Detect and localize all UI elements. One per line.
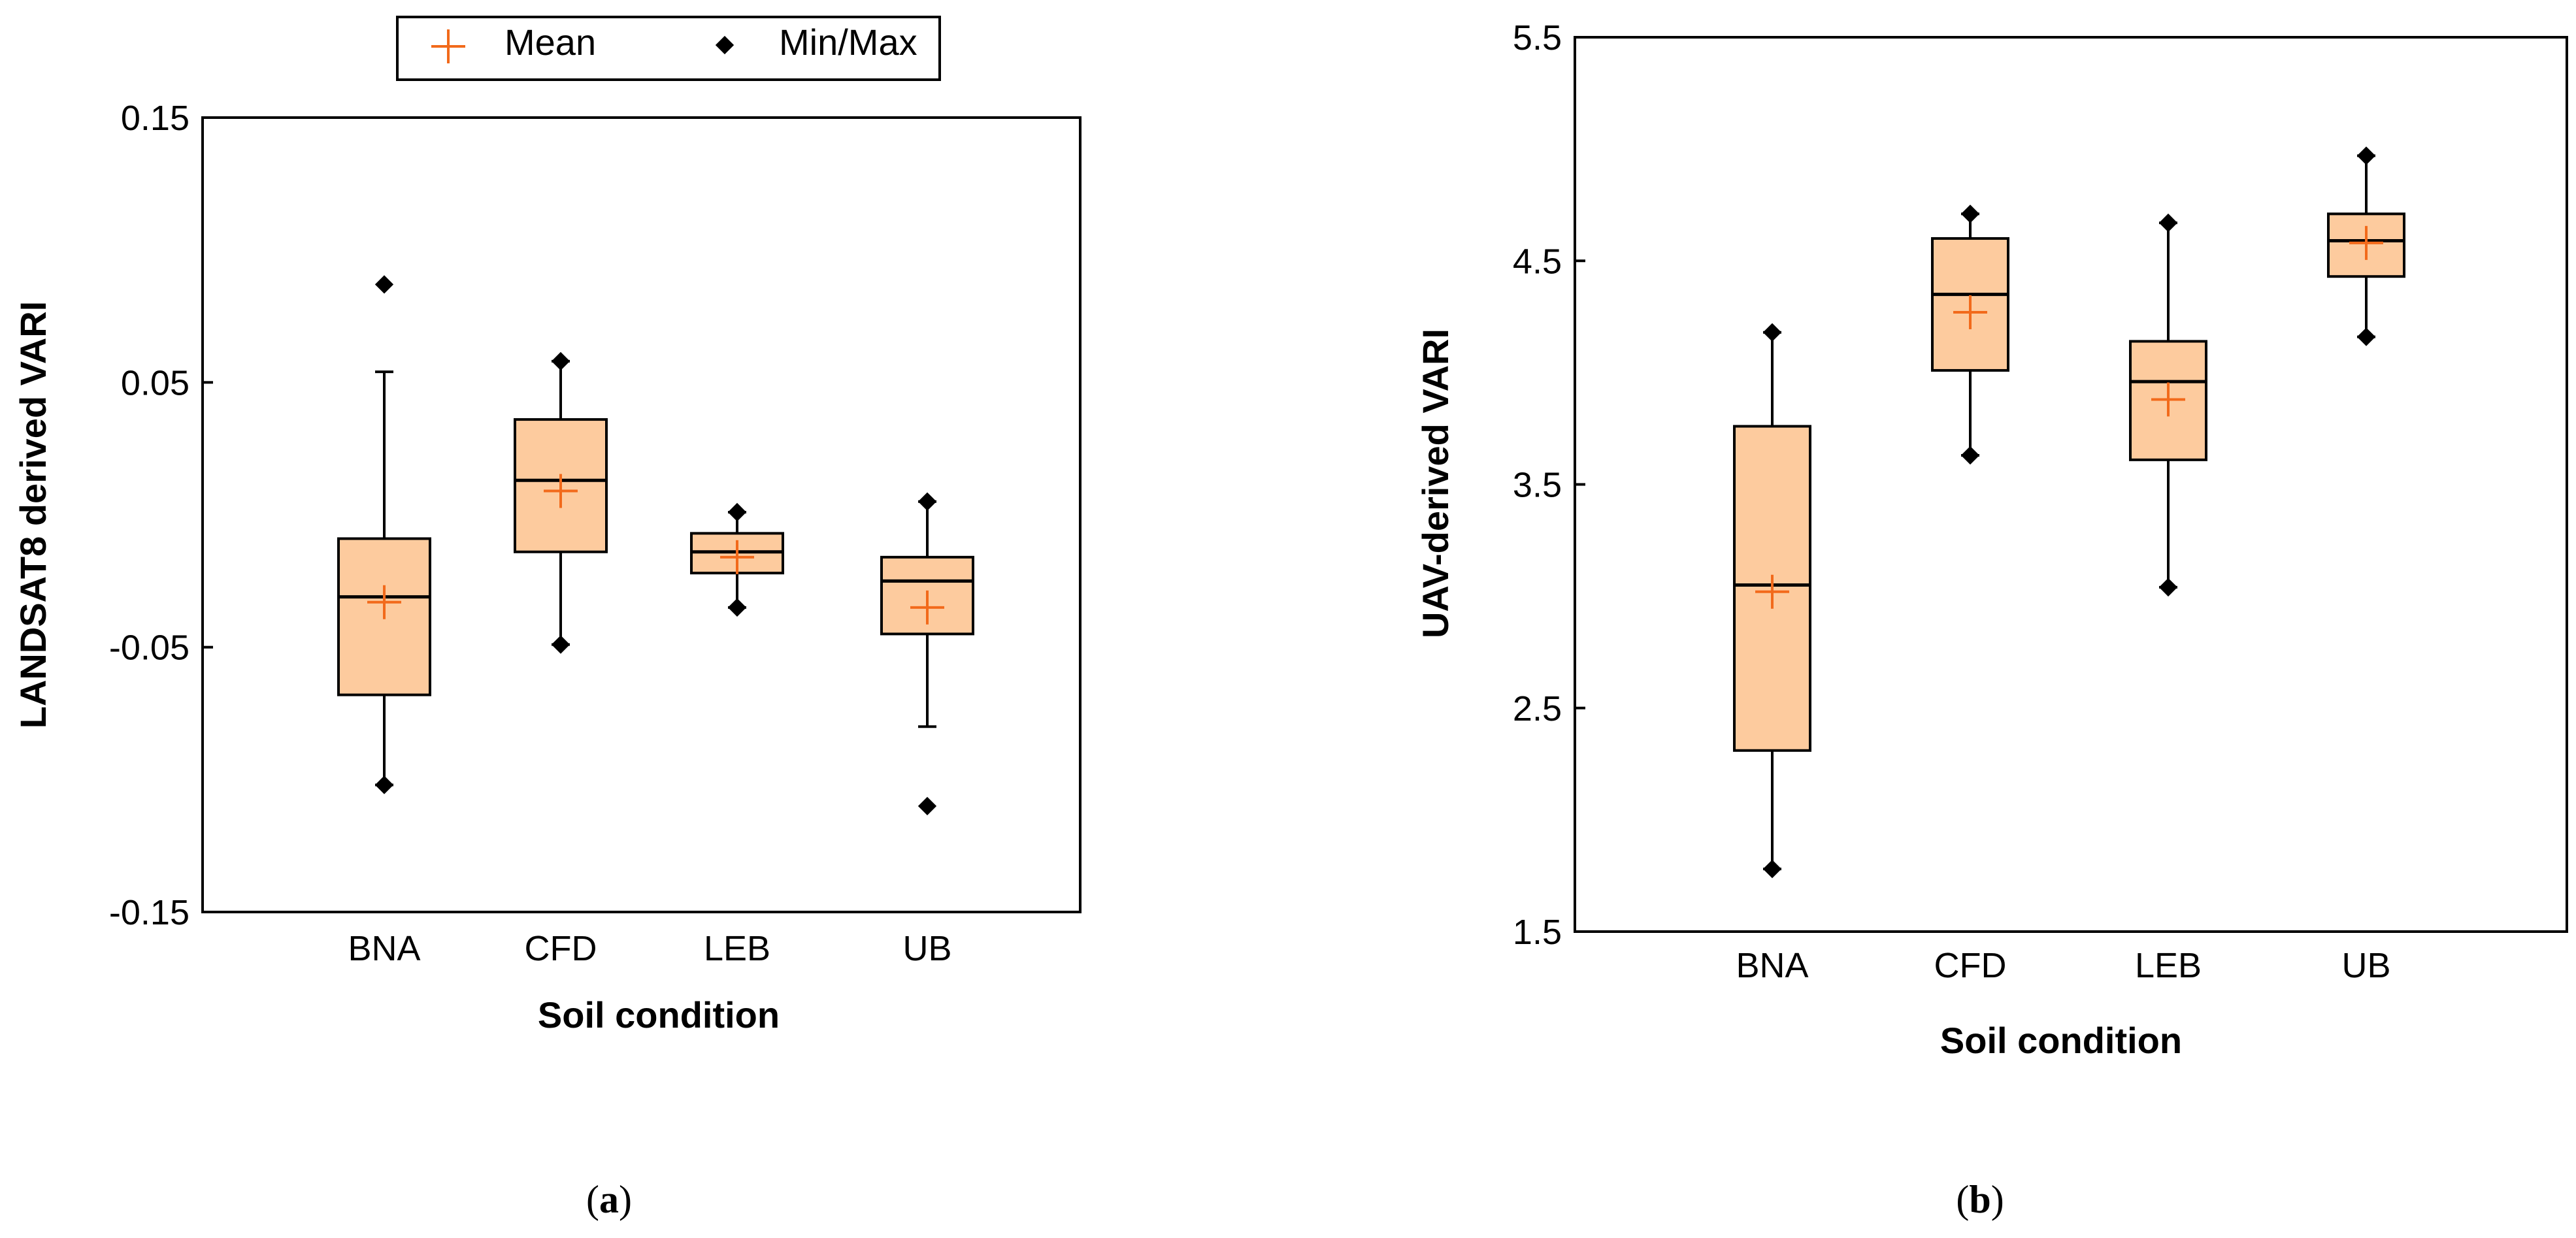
panel-b-x-axis-title: Soil condition (1940, 1020, 2182, 1061)
min-marker (2158, 578, 2178, 597)
panel-a-y-tick-label: -0.05 (109, 628, 190, 668)
panel-b-y-tick-label: 5.5 (1513, 18, 1562, 57)
panel-a-box-leb (690, 502, 784, 617)
panel-a-box-cfd (514, 351, 608, 654)
min-marker (917, 796, 937, 816)
max-marker (374, 275, 394, 294)
panel-a-boxes (337, 275, 974, 816)
mean-marker (720, 540, 754, 574)
max-marker (551, 351, 570, 371)
panel-a-box-bna (337, 275, 431, 794)
min-marker (374, 775, 394, 794)
panel-b: 5.5 4.5 3.5 2.5 1.5 BNA CFD LEB UB Soil conditi… (1415, 18, 2568, 1221)
panel-a-y-axis-title: LANDSAT8 derived VARI (12, 301, 54, 728)
panel-a-x-axis: BNA CFD LEB UB (348, 929, 951, 968)
legend-minmax-marker (715, 35, 735, 55)
legend-mean-marker (431, 29, 465, 63)
max-marker (1960, 204, 1980, 223)
legend: Mean Min/Max (396, 16, 941, 81)
panel-b-y-tick-label: 3.5 (1513, 466, 1562, 505)
panel-b-box-bna (1733, 323, 1811, 879)
min-marker (1960, 446, 1980, 465)
panel-a-box-ub (880, 492, 974, 816)
panel-a-x-tick-label-ub: UB (902, 929, 951, 968)
min-marker (551, 635, 570, 654)
panel-b-x-axis: BNA CFD LEB UB (1736, 946, 2390, 985)
panel-a-y-axis: 0.15 0.05 -0.05 -0.15 (109, 99, 213, 932)
mean-marker (2151, 382, 2185, 417)
panel-b-y-tick-label: 2.5 (1513, 689, 1562, 728)
mean-marker (367, 585, 401, 619)
max-marker (917, 492, 937, 511)
panel-b-y-tick-label: 4.5 (1513, 242, 1562, 281)
panel-b-x-tick-label-cfd: CFD (1934, 946, 2007, 985)
panel-b-x-tick-label-ub: UB (2341, 946, 2390, 985)
panel-a-y-tick-label: 0.05 (121, 363, 190, 402)
min-marker (727, 598, 747, 617)
min-marker (2356, 327, 2376, 346)
mean-marker (1953, 295, 1987, 329)
panel-a-x-axis-title: Soil condition (538, 994, 780, 1035)
mean-marker (2349, 225, 2383, 260)
panel-a-x-tick-label-cfd: CFD (525, 929, 597, 968)
panel-b-box-cfd (1931, 204, 2009, 465)
panel-a-y-tick-label: -0.15 (109, 893, 190, 932)
min-marker (1762, 860, 1782, 879)
panel-b-plot-frame (1574, 36, 2568, 933)
panel-a-caption: (a) (586, 1178, 632, 1221)
mean-marker (1755, 574, 1789, 609)
panel-b-boxes (1733, 146, 2405, 879)
max-marker (727, 502, 747, 522)
panel-b-box-ub (2327, 146, 2405, 346)
panel-a-x-tick-label-bna: BNA (348, 929, 420, 968)
legend-frame (396, 16, 941, 81)
panel-a-x-tick-label-leb: LEB (704, 929, 770, 968)
panel-a: 0.15 0.05 -0.05 -0.15 BNA CFD LEB UB Soil cond… (12, 99, 1082, 1221)
panel-b-x-tick-label-bna: BNA (1736, 946, 1808, 985)
panel-b-y-axis-title: UAV-derived VARI (1415, 329, 1456, 638)
panel-a-plot-frame (201, 116, 1082, 913)
panel-b-caption: (b) (1956, 1178, 2004, 1221)
panel-a-y-tick-label: 0.15 (121, 99, 190, 138)
panel-b-box-leb (2129, 213, 2207, 597)
panel-b-x-tick-label-leb: LEB (2135, 946, 2202, 985)
panel-b-y-tick-label: 1.5 (1513, 913, 1562, 952)
legend-minmax-label: Min/Max (779, 22, 917, 63)
max-marker (2356, 146, 2376, 165)
max-marker (1762, 323, 1782, 342)
box-body (2129, 340, 2207, 461)
mean-marker (544, 474, 578, 508)
legend-mean-label: Mean (504, 22, 596, 63)
mean-marker (910, 590, 944, 625)
max-marker (2158, 213, 2178, 233)
panel-b-y-axis: 5.5 4.5 3.5 2.5 1.5 (1513, 18, 1585, 952)
